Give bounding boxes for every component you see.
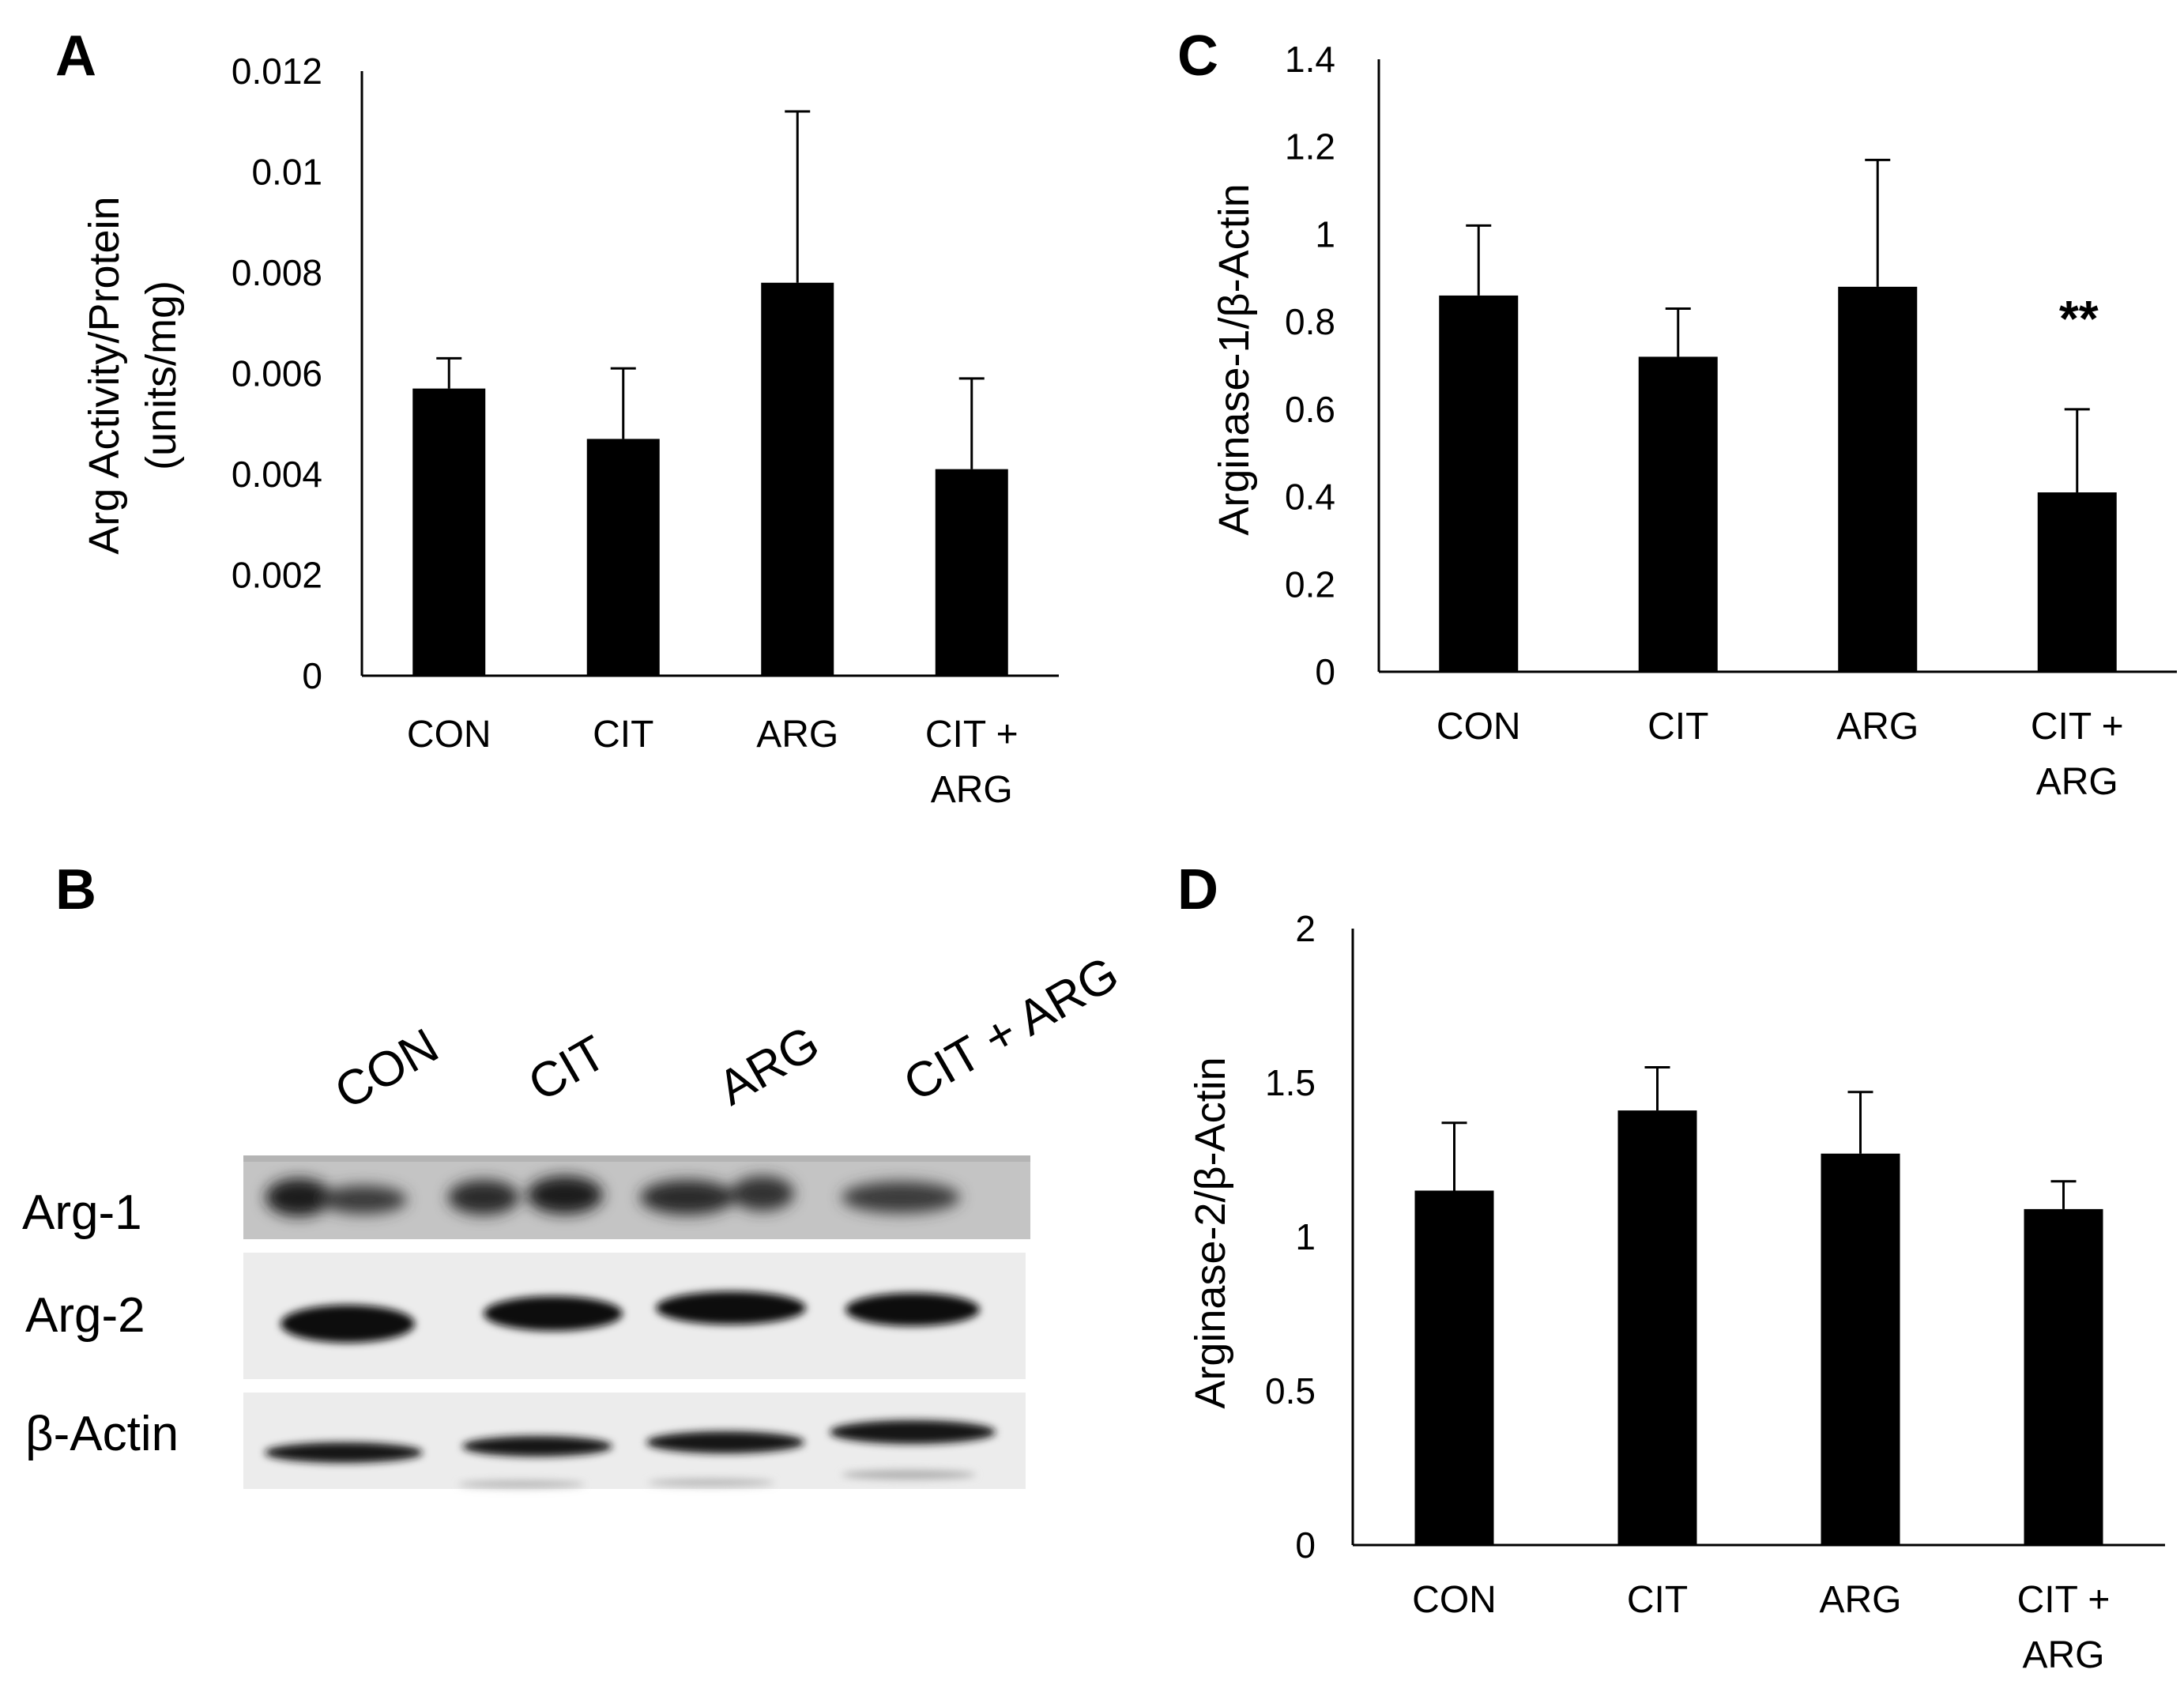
- blot-lane-label-cit: CIT: [520, 1025, 616, 1112]
- panel-letter-b: B: [55, 858, 96, 921]
- y-tick-label-d: 1: [1295, 1216, 1316, 1257]
- y-tick-label-c: 1.4: [1285, 39, 1335, 80]
- y-tick-label-d: 1.5: [1265, 1062, 1316, 1103]
- blot-row-label-actin: β-Actin: [25, 1407, 179, 1461]
- y-axis-title-c: Arginase-1/β-Actin: [1211, 183, 1258, 535]
- bar-con: [1439, 295, 1519, 672]
- y-tick-label-c: 0: [1315, 651, 1335, 692]
- y-tick-label-a: 0.008: [232, 252, 322, 293]
- panel-letter-d: D: [1177, 858, 1218, 921]
- category-label-cit-arg: CIT + ARG: [2017, 1579, 2111, 1676]
- y-tick-label-c: 1: [1315, 213, 1335, 254]
- category-label-cit: CIT: [1647, 706, 1708, 748]
- bar-cit-arg: [2024, 1208, 2103, 1545]
- y-tick-label-d: 2: [1295, 908, 1316, 949]
- y-axis-title-a: (units/mg): [137, 281, 185, 470]
- category-label-arg: ARG: [1819, 1579, 1901, 1621]
- y-tick-label-c: 0.4: [1285, 477, 1335, 518]
- category-label-con: CON: [407, 714, 491, 756]
- y-tick-label-d: 0.5: [1265, 1370, 1316, 1411]
- blot-lane-label-arg: ARG: [710, 1016, 829, 1116]
- panel-letter-a: A: [55, 24, 96, 88]
- chart-arginase-2: 0 0.5 1 1.5 2 Arginase-2/β-Actin CON CIT ARG CIT …: [1187, 908, 2165, 1676]
- category-label-cit-arg: CIT + ARG: [2031, 706, 2124, 803]
- chart-arginase-1: 0 0.2 0.4 0.6 0.8 1 1.2 1.4 Arginase-1/β-Actin CO…: [1211, 39, 2177, 803]
- blot-lane-label-cit-arg: CIT + ARG: [895, 946, 1128, 1112]
- category-label-cit: CIT: [1627, 1579, 1688, 1621]
- bar-cit: [586, 439, 660, 676]
- y-tick-label-c: 0.2: [1285, 563, 1335, 605]
- panel-letter-c: C: [1177, 24, 1218, 88]
- blot-strip-arg2: [243, 1253, 1026, 1379]
- y-tick-label-a: 0.002: [232, 555, 322, 596]
- category-label-arg: ARG: [756, 714, 838, 756]
- y-tick-label-a: 0.012: [232, 51, 322, 92]
- y-tick-label-c: 0.6: [1285, 389, 1335, 430]
- blot-strip-actin: [243, 1393, 1026, 1489]
- blot-row-label-arg1: Arg-1: [22, 1185, 142, 1240]
- significance-marker: **: [2059, 290, 2099, 347]
- bar-arg: [1821, 1153, 1900, 1545]
- bar-arg: [1838, 286, 1918, 672]
- y-tick-label-a: 0.01: [251, 152, 322, 193]
- chart-arg-activity: 0 0.002 0.004 0.006 0.008 0.01 0.012 Arg Activi…: [81, 51, 1059, 811]
- category-label-cit-arg: CIT + ARG: [925, 714, 1019, 811]
- y-tick-label-c: 1.2: [1285, 126, 1335, 168]
- blot-lane-label-con: CON: [326, 1018, 448, 1120]
- category-label-cit: CIT: [593, 714, 653, 756]
- western-blot: CON CIT ARG CIT + ARG Arg-1 Arg-2 β-Acti…: [22, 946, 1128, 1489]
- bar-arg: [761, 282, 834, 676]
- category-label-arg: ARG: [1836, 706, 1919, 748]
- bar-cit-arg: [2037, 492, 2117, 672]
- y-tick-label-a: 0.004: [232, 454, 322, 495]
- blot-strip-arg1: [243, 1155, 1030, 1239]
- bar-cit: [1617, 1110, 1697, 1545]
- bar-con: [412, 388, 486, 676]
- y-axis-title-a: Arg Activity/Protein: [81, 196, 128, 554]
- y-tick-label-a: 0.006: [232, 353, 322, 394]
- bar-con: [1414, 1190, 1494, 1545]
- bar-cit: [1638, 356, 1718, 672]
- y-tick-label-d: 0: [1295, 1525, 1316, 1566]
- category-label-con: CON: [1437, 706, 1521, 748]
- y-tick-label-a: 0: [302, 655, 322, 696]
- y-axis-title-d: Arginase-2/β-Actin: [1187, 1057, 1234, 1408]
- y-tick-label-c: 0.8: [1285, 301, 1335, 342]
- blot-row-label-arg2: Arg-2: [25, 1288, 145, 1343]
- bar-cit-arg: [935, 469, 1008, 676]
- category-label-con: CON: [1412, 1579, 1497, 1621]
